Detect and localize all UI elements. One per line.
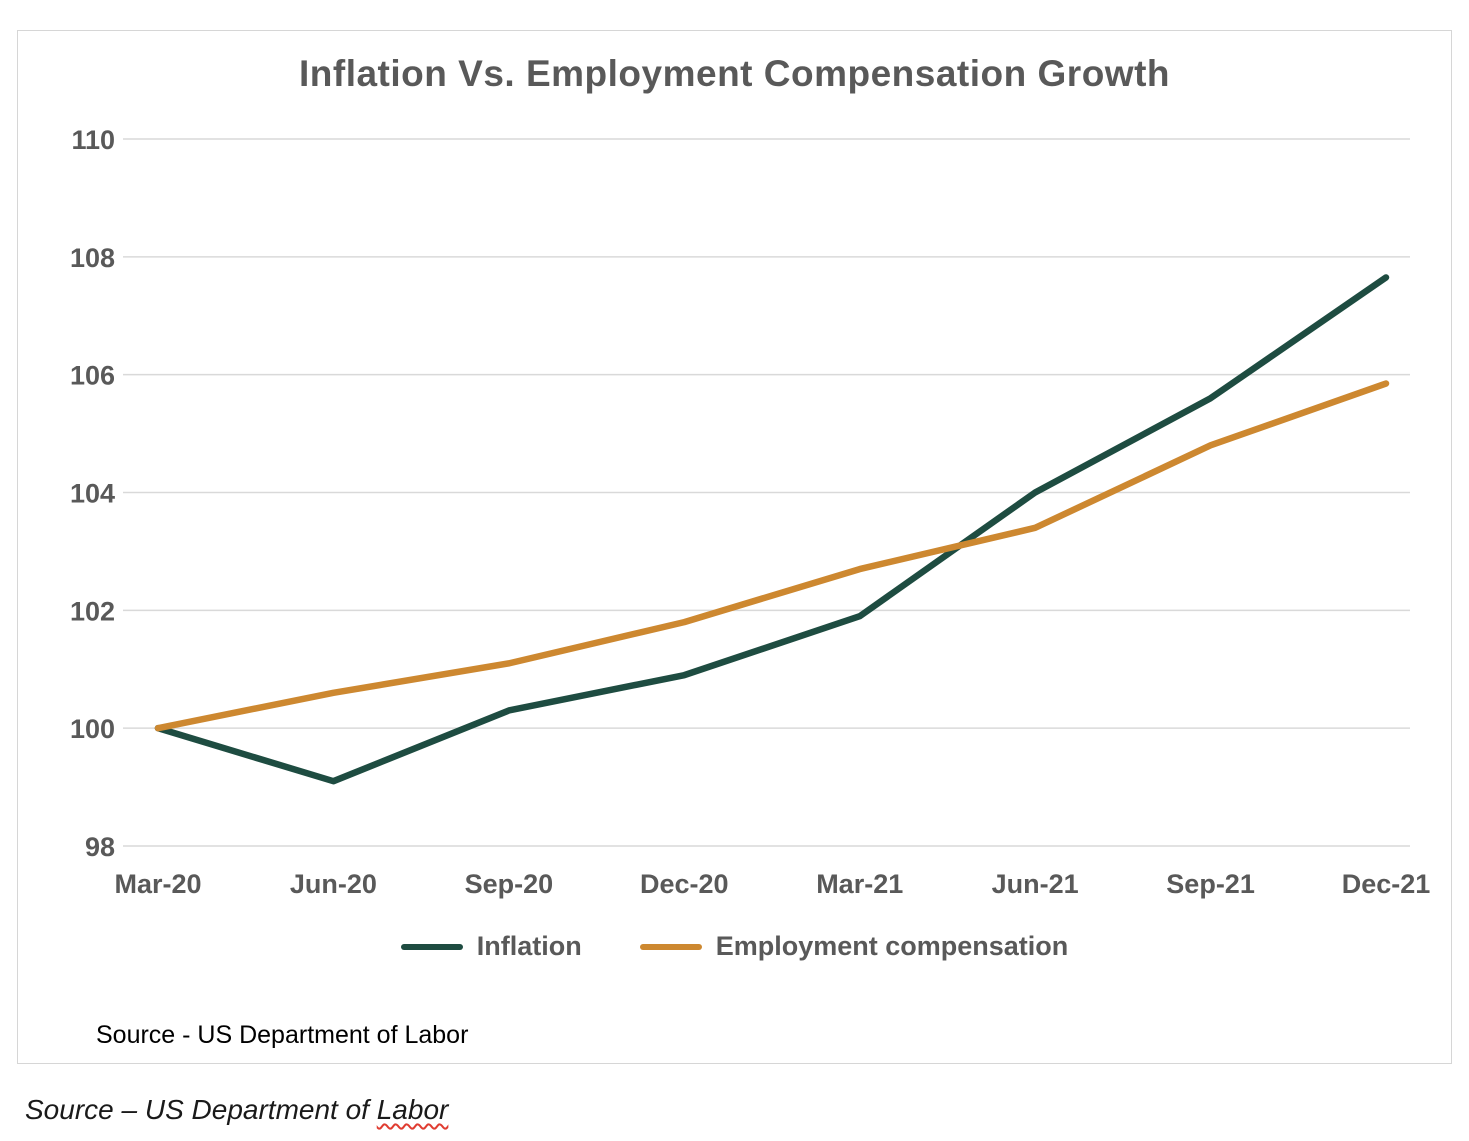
plot-svg: 98 100 102 104 106 108 110 Mar-20 Jun-20 Sep-20 D… — [70, 125, 1430, 899]
employment-compensation-line — [154, 380, 1390, 732]
x-tick-label: Sep-20 — [465, 869, 554, 899]
y-tick-label: 102 — [70, 596, 115, 626]
y-tick-label: 106 — [70, 361, 115, 391]
y-tick-label: 104 — [70, 479, 115, 509]
x-tick-label: Dec-20 — [640, 869, 729, 899]
inflation-line-swatch — [400, 943, 463, 950]
legend-item-inflation: Inflation — [400, 931, 582, 962]
x-tick-label: Sep-21 — [1166, 869, 1255, 899]
x-tick-label: Jun-20 — [290, 869, 377, 899]
inflation-line — [154, 274, 1390, 785]
legend-item-employment-compensation: Employment compensation — [639, 931, 1069, 962]
y-tick-label: 108 — [70, 243, 115, 273]
legend-label-employment-compensation: Employment compensation — [715, 931, 1069, 961]
y-tick-label: 98 — [85, 832, 115, 862]
x-tick-label: Mar-20 — [114, 869, 201, 899]
legend-label-inflation: Inflation — [476, 931, 582, 961]
source-note-inner: Source - US Department of Labor — [96, 1021, 469, 1049]
y-tick-label: 110 — [71, 125, 115, 155]
x-tick-label: Dec-21 — [1342, 869, 1431, 899]
source-note-outer-spellchecked-word: Labor — [376, 1094, 449, 1125]
legend: Inflation Employment compensation — [18, 931, 1451, 962]
source-note-outer: Source – US Department of Labor — [25, 1094, 448, 1126]
chart-container: Inflation Vs. Employment Compensation Gr… — [17, 30, 1452, 1064]
x-axis-labels: Mar-20 Jun-20 Sep-20 Dec-20 Mar-21 Jun-21 Sep-… — [114, 869, 1430, 899]
x-tick-label: Jun-21 — [992, 869, 1079, 899]
source-note-outer-text: Source – US Department of — [25, 1094, 377, 1125]
x-tick-label: Mar-21 — [816, 869, 903, 899]
chart-title: Inflation Vs. Employment Compensation Gr… — [299, 53, 1170, 94]
y-axis-labels: 98 100 102 104 106 108 110 — [70, 125, 115, 862]
gridlines — [123, 138, 1410, 847]
employment-compensation-line-swatch — [639, 943, 702, 950]
y-tick-label: 100 — [70, 714, 115, 744]
